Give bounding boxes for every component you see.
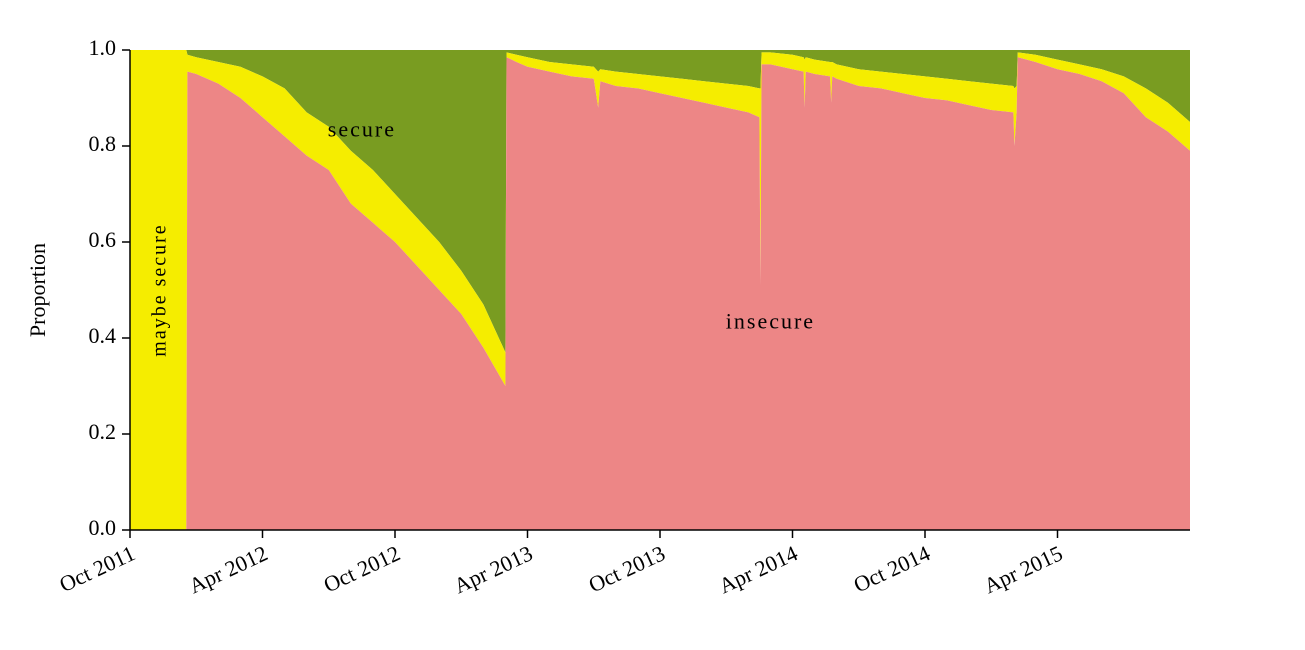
y-tick-label: 0.4 bbox=[89, 323, 117, 348]
y-tick-label: 0.0 bbox=[89, 515, 117, 540]
plot-area bbox=[130, 50, 1190, 530]
chart-container: 0.00.20.40.60.81.0Oct 2011Apr 2012Oct 20… bbox=[0, 0, 1305, 650]
series-label: maybe secure bbox=[149, 223, 171, 356]
y-axis-label: Proportion bbox=[25, 243, 50, 337]
stacked-area-chart: 0.00.20.40.60.81.0Oct 2011Apr 2012Oct 20… bbox=[0, 0, 1305, 650]
y-tick-label: 0.2 bbox=[89, 419, 117, 444]
series-label: secure bbox=[328, 117, 396, 142]
series-label: insecure bbox=[726, 309, 815, 334]
y-tick-label: 0.8 bbox=[89, 131, 117, 156]
y-tick-label: 1.0 bbox=[89, 35, 117, 60]
y-tick-label: 0.6 bbox=[89, 227, 117, 252]
